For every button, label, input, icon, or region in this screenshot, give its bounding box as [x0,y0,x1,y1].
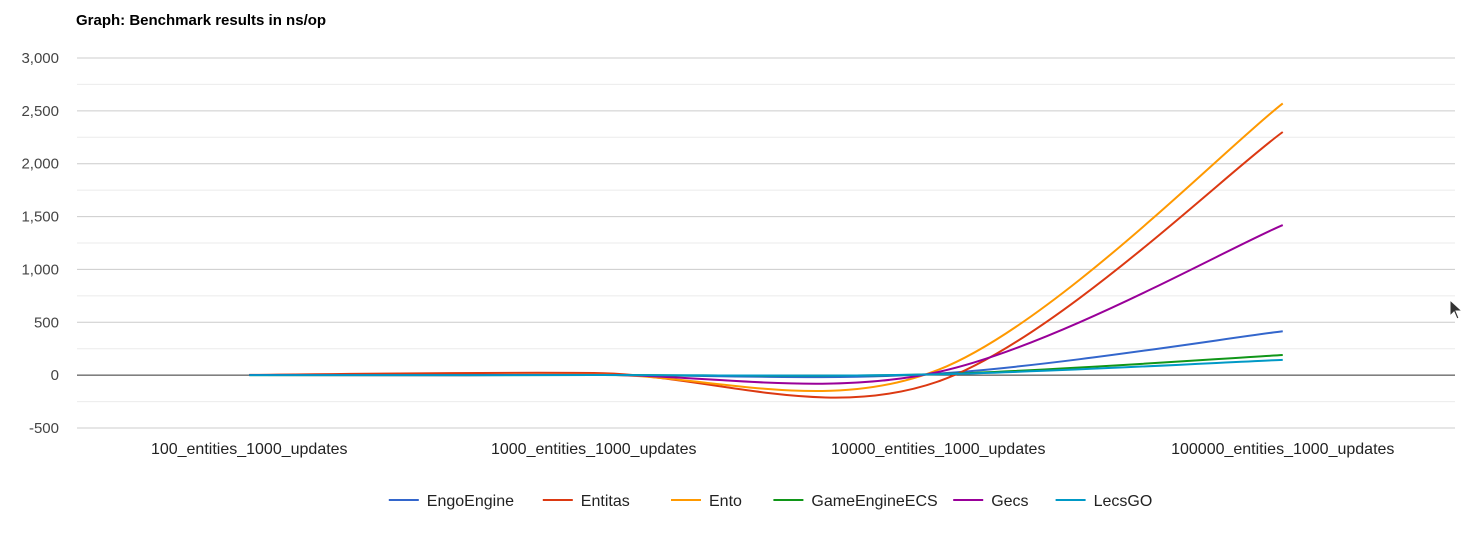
x-tick-label: 1000_entities_1000_updates [491,441,697,458]
legend-item-gecs: Gecs [953,493,1029,510]
series-line-ento [249,102,1284,393]
y-tick-label: 500 [34,314,59,331]
grid-lines [77,57,1455,429]
y-tick-label: 0 [51,367,59,384]
legend-item-engoengine: EngoEngine [388,493,514,510]
legend-item-gameengineecs: GameEngineECS [773,493,938,510]
y-axis-ticks: -500 0 500 1,000 1,500 2,000 2,500 3,000 [21,50,59,437]
mouse-cursor-icon [1449,299,1463,320]
series-line-entitas [249,131,1284,399]
legend-label: Entitas [581,493,630,510]
y-tick-label: -500 [29,420,59,437]
legend-label: EngoEngine [427,493,514,510]
x-tick-label: 100000_entities_1000_updates [1171,441,1394,458]
legend-label: GameEngineECS [811,493,937,510]
y-tick-label: 1,000 [21,261,59,278]
legend-label: LecsGO [1094,493,1153,510]
legend-label: Ento [709,493,742,510]
legend: EngoEngine Entitas Ento GameEngineECS Gecs Le… [388,493,1153,510]
y-tick-label: 3,000 [21,50,59,67]
chart-title: Graph: Benchmark results in ns/op [76,12,327,29]
legend-item-entitas: Entitas [542,493,630,510]
series-line-engoengine [249,330,1283,379]
y-tick-label: 1,500 [21,209,59,226]
y-tick-label: 2,500 [21,103,59,120]
x-tick-label: 100_entities_1000_updates [151,441,348,458]
series-line-gecs [249,224,1284,385]
series-lines [249,102,1284,399]
x-tick-label: 10000_entities_1000_updates [831,441,1045,458]
series-line-lecsgo [249,358,1283,377]
legend-item-lecsgo: LecsGO [1055,493,1153,510]
legend-item-ento: Ento [671,493,742,510]
legend-label: Gecs [991,493,1028,510]
y-tick-label: 2,000 [21,156,59,173]
x-axis-labels: 100_entities_1000_updates 1000_entities_1… [151,441,1394,458]
